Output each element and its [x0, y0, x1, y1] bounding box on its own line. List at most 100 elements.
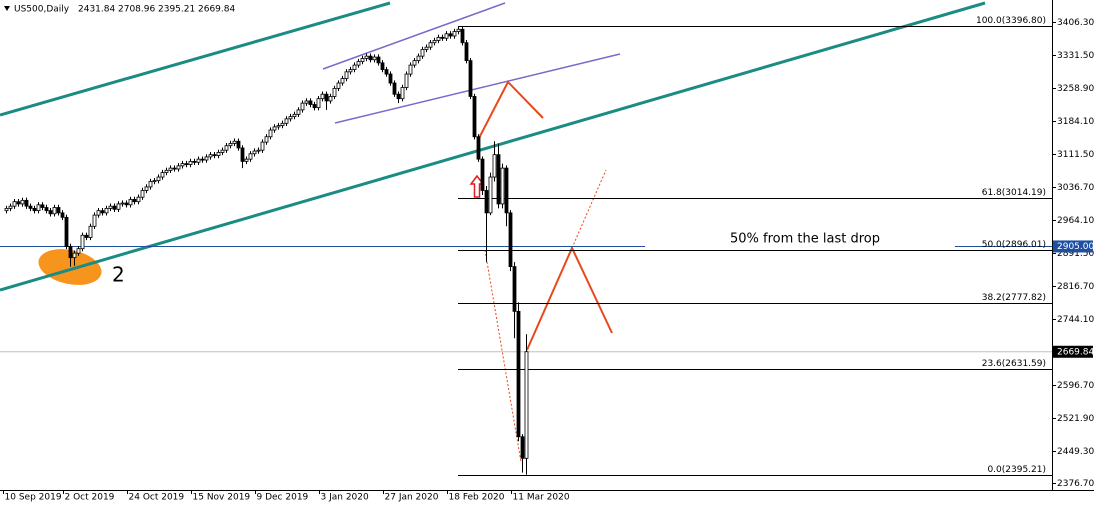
dashed-line	[571, 169, 607, 249]
candle-body	[140, 190, 145, 198]
candle-body	[112, 205, 117, 210]
candle-body	[504, 167, 509, 214]
y-tick-label: 2376.70	[1057, 479, 1094, 489]
candle-body	[224, 145, 229, 151]
candle-body	[212, 154, 217, 157]
candle-body	[524, 351, 529, 459]
candle-body	[312, 104, 317, 109]
candle-body	[216, 152, 221, 156]
candle-body	[492, 154, 497, 178]
candle-body	[152, 180, 157, 183]
candle-body	[272, 126, 277, 131]
candle-body	[120, 202, 125, 205]
y-tick-label: 2521.90	[1057, 414, 1094, 424]
candle-body	[336, 82, 341, 89]
candle-body	[328, 96, 333, 102]
candle-body	[124, 202, 129, 206]
y-tick-label: 3331.50	[1057, 51, 1094, 61]
zigzag	[526, 245, 613, 351]
candle-body	[320, 93, 325, 100]
candle-body	[8, 205, 13, 209]
candle-body	[248, 153, 253, 160]
candle-body	[508, 212, 513, 268]
header-close: 2669.84	[198, 5, 235, 15]
candle-body	[144, 186, 149, 191]
candle-body	[372, 56, 377, 61]
annotation: 50% from the last drop	[730, 232, 880, 247]
candle-body	[276, 125, 281, 128]
candle-body	[88, 225, 93, 238]
candle-body	[68, 246, 73, 259]
candle-body	[304, 100, 309, 104]
candle-body	[408, 64, 413, 75]
candle-body	[244, 158, 249, 162]
candle-body	[316, 98, 321, 109]
candle-body	[360, 57, 365, 62]
candle-body	[204, 156, 209, 161]
candle-body	[484, 190, 489, 214]
candle-body	[172, 167, 177, 170]
candle-body	[480, 158, 485, 191]
candle-body	[52, 207, 57, 215]
candle-body	[96, 210, 101, 216]
candle-body	[24, 199, 29, 207]
candle-body	[168, 167, 173, 171]
candle-body	[280, 122, 285, 126]
header-open: 2431.84	[78, 5, 115, 15]
candle-body	[196, 158, 201, 163]
candle-body	[416, 55, 421, 62]
candle-body	[472, 96, 477, 138]
y-tick-label: 3184.10	[1057, 117, 1094, 127]
x-tick-label: 18 Feb 2020	[449, 493, 505, 503]
candle-body	[176, 165, 181, 170]
y-tick-label: 3036.70	[1057, 183, 1094, 193]
fib-label: 38.2(2777.82)	[982, 293, 1046, 303]
trend-line	[322, 2, 506, 70]
y-tick-label: 3406.30	[1057, 18, 1094, 28]
candle-body	[44, 207, 49, 212]
candle-body	[424, 46, 429, 50]
candle-body	[284, 118, 289, 124]
candle-body	[56, 207, 61, 214]
header-low: 2395.21	[158, 5, 195, 15]
candle-body	[220, 149, 225, 153]
fib-label: 100.0(3396.80)	[976, 16, 1046, 26]
candle-body	[404, 73, 409, 88]
fib-label: 0.0(2395.21)	[987, 465, 1046, 475]
candle-body	[148, 181, 153, 188]
candle-body	[392, 82, 397, 95]
header-high: 2708.96	[118, 5, 155, 15]
candle-body	[156, 176, 161, 182]
candle-body	[116, 203, 121, 210]
candle-body	[32, 207, 37, 212]
plot-layer: 100.0(3396.80) 61.8(3014.19) 50.0(2896.01)…	[0, 16, 1094, 503]
candle-body	[456, 28, 461, 32]
candle-body	[384, 69, 389, 75]
x-tick-label: 27 Jan 2020	[385, 493, 439, 503]
candle-body	[40, 204, 45, 208]
candle-body	[344, 71, 349, 79]
x-tick-label: 9 Dec 2019	[257, 493, 309, 503]
candle-body	[388, 73, 393, 84]
candle-body	[468, 60, 473, 97]
fib-label: 61.8(3014.19)	[982, 188, 1046, 198]
candle-body	[368, 55, 373, 61]
x-tick-label: 2 Oct 2019	[65, 493, 115, 503]
candle-body	[64, 216, 69, 247]
candle-body	[460, 28, 465, 44]
channel-line	[0, 1, 986, 292]
candle-body	[264, 136, 269, 143]
candle-body	[428, 42, 433, 48]
candle-body	[488, 176, 493, 214]
x-tick-label: 3 Jan 2020	[321, 493, 369, 503]
candle-body	[84, 234, 89, 238]
candle-body	[376, 56, 381, 64]
y-tick-label: 2596.70	[1057, 381, 1094, 391]
candle-body	[292, 113, 297, 118]
candle-body	[348, 69, 353, 73]
candle-body	[268, 129, 273, 138]
candle-body	[260, 141, 265, 151]
candle-body	[520, 436, 525, 459]
y-tick-label: 2816.70	[1057, 282, 1094, 292]
